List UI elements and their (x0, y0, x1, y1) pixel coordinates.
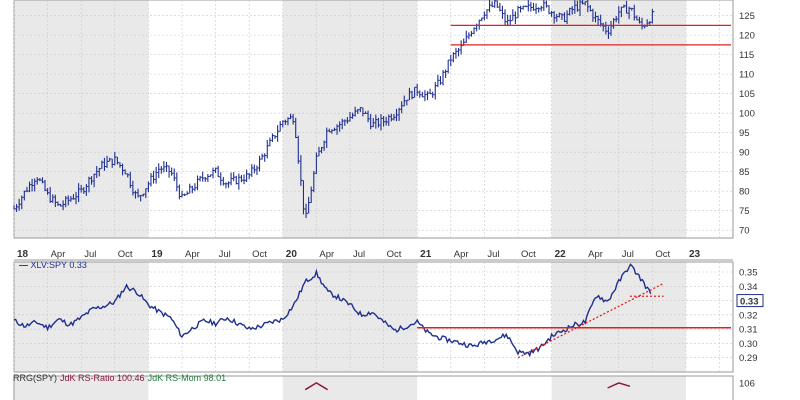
year-band (282, 376, 418, 400)
rrg-legend-ratio: JdK RS-Ratio 100.46 (60, 373, 145, 383)
rs-frame (13, 261, 734, 373)
price-y-tick-label: 70 (739, 226, 750, 237)
month-tick-label: Oct (655, 249, 670, 260)
month-tick-label: Apr (588, 249, 603, 260)
year-bands (13, 0, 734, 400)
rs-y-tick-label: 0.35 (739, 268, 758, 279)
month-tick-label: Jul (353, 249, 365, 260)
price-panel: 18 Apr Jul Oct 19 Apr Jul Oct 20 Apr Jul Oct 21 Apr Ju… (13, 0, 755, 260)
year-band (551, 376, 686, 400)
month-tick-label: Oct (387, 249, 402, 260)
month-tick-label: Jul (487, 249, 499, 260)
month-tick-label: Apr (185, 249, 200, 260)
rs-last-value-box (736, 294, 764, 308)
relative-strength-panel: — XLV:SPY 0.33 0.29 0.30 0.31 0.32 0.33 0.34 0… (13, 260, 764, 364)
rs-y-tick-label: 0.29 (739, 353, 758, 364)
price-frame (13, 0, 734, 239)
price-y-tick-label: 85 (739, 167, 750, 178)
price-y-tick-label: 100 (739, 109, 755, 120)
rs-last-value: 0.33 (740, 297, 759, 308)
month-tick-label: Apr (51, 249, 66, 260)
year-tick-label: 21 (420, 249, 432, 260)
rrg-panel: RRG(SPY) JdK RS-Ratio 100.46 JdK RS-Mom 98… (13, 373, 755, 391)
rs-legend: — XLV:SPY 0.33 (19, 260, 87, 270)
rrg-frame (13, 375, 734, 400)
price-y-tick-label: 125 (739, 11, 755, 22)
price-y-tick-label: 110 (739, 70, 754, 81)
rs-legend-text: XLV:SPY 0.33 (31, 260, 87, 270)
price-y-tick-label: 120 (739, 31, 755, 42)
year-tick-label: 18 (17, 249, 29, 260)
rrg-legend-prefix: RRG(SPY) (13, 373, 57, 383)
rs-y-tick-label: 0.31 (739, 325, 758, 336)
month-tick-label: Apr (319, 249, 334, 260)
rs-y-tick-label: 0.34 (739, 282, 758, 293)
price-y-tick-label: 90 (739, 148, 750, 159)
year-tick-label: 22 (555, 249, 567, 260)
rrg-legend-mom: JdK RS-Mom 98.01 (148, 373, 227, 383)
price-y-tick-label: 105 (739, 89, 755, 100)
month-tick-label: Oct (118, 249, 133, 260)
year-tick-label: 23 (689, 249, 701, 260)
price-y-tick-label: 115 (739, 50, 754, 61)
year-tick-label: 19 (151, 249, 163, 260)
month-tick-label: Oct (252, 249, 267, 260)
month-tick-label: Jul (219, 249, 231, 260)
price-y-tick-label: 80 (739, 187, 750, 198)
rs-y-tick-label: 0.30 (739, 339, 758, 350)
rs-y-tick-label: 0.32 (739, 310, 758, 321)
month-tick-label: Apr (454, 249, 469, 260)
month-tick-label: Jul (622, 249, 634, 260)
rrg-y-tick-label: 106 (739, 378, 755, 389)
year-band (14, 376, 149, 400)
rs-legend-dash: — (19, 260, 31, 270)
rrg-ratio-line (607, 382, 631, 389)
year-band (14, 0, 149, 238)
month-tick-label: Jul (84, 249, 96, 260)
price-y-tick-label: 75 (739, 206, 750, 217)
year-tick-label: 20 (286, 249, 298, 260)
month-tick-label: Oct (521, 249, 536, 260)
price-y-tick-label: 95 (739, 128, 750, 139)
rrg-legend: RRG(SPY) JdK RS-Ratio 100.46 JdK RS-Mom 98… (13, 373, 226, 383)
year-band (551, 0, 686, 238)
rrg-ratio-line (304, 382, 328, 391)
